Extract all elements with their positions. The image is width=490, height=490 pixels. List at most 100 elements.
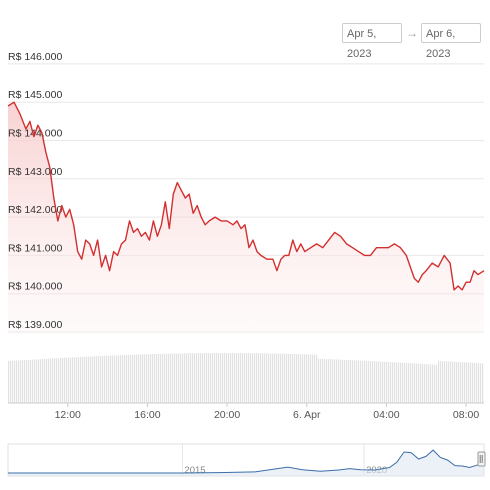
volume-bar: [328, 359, 330, 403]
volume-bar: [176, 353, 178, 403]
volume-bar: [162, 353, 164, 403]
volume-bar: [434, 364, 436, 403]
volume-bar: [132, 354, 134, 403]
volume-bar: [120, 355, 122, 403]
volume-bar: [224, 353, 226, 403]
volume-bar: [208, 353, 210, 403]
volume-bar: [316, 354, 318, 403]
volume-bar: [362, 360, 364, 403]
x-tick-label: 12:00: [55, 409, 81, 421]
volume-bar: [106, 355, 108, 403]
volume-bar: [98, 356, 100, 403]
date-range-start-input[interactable]: Apr 5, 2023: [342, 23, 402, 60]
volume-bar: [178, 353, 180, 403]
volume-bar: [378, 361, 380, 403]
volume-bar: [354, 360, 356, 403]
volume-bar: [272, 353, 274, 403]
volume-bar: [408, 363, 410, 403]
volume-bar: [122, 355, 124, 403]
volume-bar: [112, 355, 114, 403]
volume-bar: [74, 357, 76, 403]
volume-bar: [96, 356, 98, 403]
volume-bar: [58, 358, 60, 403]
volume-bar: [136, 354, 138, 403]
volume-bar: [92, 356, 94, 403]
volume-bar: [450, 361, 452, 403]
volume-bar: [480, 363, 482, 403]
x-tick-label: 08:00: [453, 409, 479, 421]
volume-bar: [338, 359, 340, 403]
volume-bar: [38, 359, 40, 403]
volume-bar: [84, 356, 86, 403]
volume-bar: [418, 363, 420, 403]
volume-bar: [312, 354, 314, 403]
volume-bar: [14, 360, 16, 403]
volume-bar: [222, 353, 224, 403]
volume-bar: [212, 353, 214, 403]
volume-bar: [146, 354, 148, 403]
y-tick-label: R$ 141.000: [8, 242, 62, 254]
volume-bar: [130, 354, 132, 403]
volume-bar: [50, 358, 52, 403]
volume-bar: [70, 357, 72, 403]
volume-bar: [60, 358, 62, 403]
volume-bar: [188, 353, 190, 403]
volume-bar: [344, 359, 346, 403]
volume-bar: [334, 359, 336, 403]
volume-bar: [258, 353, 260, 403]
volume-bar: [54, 358, 56, 403]
volume-bar: [372, 361, 374, 403]
volume-bar: [384, 361, 386, 403]
volume-bar: [390, 362, 392, 403]
price-line-series: [7, 101, 485, 291]
volume-bar: [76, 357, 78, 403]
volume-bar: [388, 362, 390, 403]
volume-bar: [284, 353, 286, 403]
volume-bar: [422, 363, 424, 403]
volume-bar: [174, 353, 176, 403]
volume-bar: [250, 353, 252, 403]
volume-bar: [476, 363, 478, 403]
volume-bar: [464, 362, 466, 403]
volume-bar: [454, 361, 456, 403]
navigator-handle[interactable]: [477, 451, 486, 467]
volume-bar: [360, 360, 362, 403]
date-range-end-input[interactable]: Apr 6, 2023: [421, 23, 481, 60]
volume-bar: [428, 364, 430, 403]
volume-bar: [242, 353, 244, 403]
volume-bar: [114, 355, 116, 403]
volume-bar: [346, 359, 348, 403]
volume-bar: [24, 360, 26, 403]
volume-bar: [356, 360, 358, 403]
volume-bar: [424, 364, 426, 403]
volume-bar: [366, 360, 368, 403]
volume-bar: [32, 359, 34, 403]
volume-bar: [352, 360, 354, 403]
volume-bar: [140, 354, 142, 403]
x-tick-label: 04:00: [373, 409, 399, 421]
volume-bar: [108, 355, 110, 403]
volume-bar: [462, 362, 464, 403]
volume-bar: [400, 362, 402, 403]
volume-bar: [152, 354, 154, 403]
volume-bar: [110, 355, 112, 403]
volume-bar: [332, 359, 334, 403]
volume-bar: [154, 354, 156, 403]
volume-bar: [170, 353, 172, 403]
x-tick-label: 6. Apr: [293, 409, 321, 421]
volume-bar: [16, 360, 18, 403]
volume-bar: [416, 363, 418, 403]
volume-bar: [104, 355, 106, 403]
navigator[interactable]: 20152020: [7, 443, 486, 477]
volume-bar: [260, 353, 262, 403]
x-tick-label: 16:00: [134, 409, 160, 421]
volume-bar: [262, 353, 264, 403]
volume-bar: [288, 353, 290, 403]
volume-bar: [350, 360, 352, 403]
volume-bar: [116, 355, 118, 403]
volume-bar: [52, 358, 54, 403]
volume-bar: [322, 358, 324, 403]
volume-bar: [470, 362, 472, 403]
y-tick-label: R$ 142.000: [8, 204, 62, 216]
volume-bar: [310, 354, 312, 403]
